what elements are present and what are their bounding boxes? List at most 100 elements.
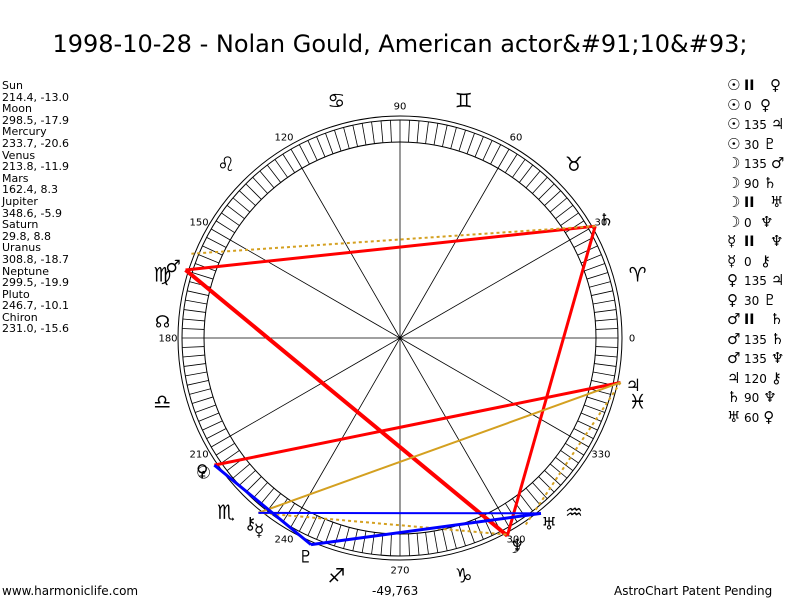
aspect-planet-b: ♆ — [760, 212, 774, 231]
footer-website: www.harmoniclife.com — [2, 584, 139, 598]
planet-positions-list: Sun 214.4, -13.0 Moon 298.5, -17.9 Mercury 23… — [2, 80, 69, 335]
footer-patent: AstroChart Patent Pending — [614, 584, 773, 598]
aspect-planet-b: ♅ — [770, 193, 784, 211]
aspect-planet-a: ♃ — [727, 368, 741, 387]
degree-tick — [433, 530, 439, 553]
aspect-planet-b: ♇ — [763, 134, 777, 153]
planet-name: Moon — [2, 102, 32, 116]
degree-tick — [565, 442, 585, 456]
house-spoke — [301, 337, 401, 508]
aspect-planet-a: ☿ — [727, 251, 737, 270]
degree-tick — [245, 183, 262, 200]
degree-tick — [361, 123, 367, 146]
degree-tick — [594, 309, 617, 313]
degree-tick — [580, 412, 602, 422]
planet-name: Pluto — [2, 287, 30, 301]
planet-coords: 213.8, -11.9 — [2, 160, 69, 174]
planet-glyph-icon: ☉ — [196, 463, 211, 483]
aspect-planet-b: ♂ — [770, 154, 785, 172]
zodiac-sign-icon: ♊ — [455, 88, 473, 112]
aspect-planet-a: ♄ — [727, 388, 741, 406]
degree-tick — [586, 396, 609, 404]
aspect-planet-a: ☉ — [727, 115, 741, 133]
aspect-row: ♂ 135 ♄ — [727, 330, 784, 350]
aspect-planet-a: ♂ — [727, 329, 741, 348]
planet-coords: 214.4, -13.0 — [2, 90, 69, 104]
degree-tick — [474, 136, 484, 158]
aspect-planet-a: ☽ — [727, 193, 741, 211]
aspect-row: ☿ 0 ⚷ — [727, 252, 784, 272]
degree-tick — [211, 228, 231, 241]
degree-tick — [549, 463, 568, 479]
aspect-planet-a: ☽ — [727, 173, 741, 192]
degree-tick — [594, 363, 617, 367]
aspect-row: ♄ 90 ♆ — [727, 388, 784, 408]
degree-tick — [466, 522, 475, 543]
aspect-type: II — [744, 78, 755, 94]
zodiac-signs: ♈ ♉ ♊ ♋ ♌ ♍ ♎ ♏ ♐ ♑ ♒ ♓ — [153, 88, 646, 587]
aspect-type: II — [744, 234, 755, 250]
aspect-planet-a: ♂ — [727, 310, 741, 328]
degree-tick — [202, 420, 223, 431]
degree-tick — [573, 428, 594, 440]
degree-tick — [538, 183, 555, 200]
degree-label: 300 — [506, 534, 525, 545]
aspect-planet-b: ♄ — [770, 310, 784, 328]
degree-tick — [206, 236, 227, 248]
degree-label: 0 — [629, 334, 635, 345]
degree-label: 30 — [595, 218, 608, 229]
degree-tick — [266, 164, 282, 183]
degree-tick — [380, 533, 384, 556]
degree-label: 180 — [158, 334, 177, 345]
degree-label: 240 — [274, 534, 293, 545]
aspect-planet-b: ♀ — [760, 95, 771, 114]
planet-name: Mars — [2, 171, 29, 185]
aspect-row: ☽ 135 ♂ — [727, 154, 784, 174]
zodiac-sign-icon: ♎ — [153, 390, 171, 414]
degree-tick — [584, 263, 605, 272]
degree-tick — [544, 190, 561, 206]
aspect-type: 90 — [744, 176, 760, 191]
degree-tick — [325, 133, 334, 154]
aspect-planet-a: ♂ — [727, 349, 741, 367]
planet-name: Jupiter — [2, 194, 38, 208]
degree-tick — [569, 228, 589, 241]
house-spokes — [204, 142, 596, 534]
degree-tick — [183, 363, 206, 367]
degree-tick — [274, 159, 288, 178]
degree-tick — [544, 470, 561, 486]
aspect-row: ♀ 30 ♇ — [727, 291, 784, 311]
degree-tick — [589, 281, 611, 288]
degree-tick — [352, 125, 358, 147]
planet-coords: 298.5, -17.9 — [2, 113, 69, 127]
planet-coords: 246.7, -10.1 — [2, 299, 69, 313]
zodiac-sign-icon: ♓ — [629, 390, 647, 414]
degree-tick — [450, 127, 457, 149]
zodiac-sign-icon: ♑ — [455, 564, 473, 588]
degree-tick — [390, 533, 392, 556]
aspect-row: ☽ II ♅ — [727, 193, 784, 213]
aspect-planet-a: ☽ — [727, 212, 741, 231]
degree-tick — [518, 493, 534, 512]
degree-tick — [211, 435, 231, 448]
degree-tick — [512, 159, 526, 178]
degree-tick — [245, 476, 262, 493]
aspect-row: ☽ 90 ♄ — [727, 174, 784, 194]
zodiac-sign-icon: ♏ — [217, 500, 235, 524]
aspect-planet-a: ♀ — [727, 271, 738, 289]
degree-tick — [182, 318, 205, 322]
degree-tick — [586, 272, 609, 280]
aspect-planet-b: ♃ — [770, 271, 785, 289]
planet-glyphs: ♄ ♂ ♃ ☉♀ ⚷ ♇ ☿ ♅ ☽♆ ☊ — [155, 211, 641, 568]
degree-tick — [584, 404, 605, 413]
aspect-planet-b: ♇ — [763, 290, 777, 309]
degree-tick — [450, 527, 457, 549]
planet-coords: 299.5, -19.9 — [2, 276, 69, 290]
planet-name: Neptune — [2, 264, 50, 278]
planet-name: Mercury — [2, 125, 47, 139]
degree-tick — [198, 254, 220, 264]
aspect-type: 120 — [744, 371, 767, 386]
degree-tick — [221, 212, 240, 226]
aspect-line-sun-pluto — [213, 463, 312, 546]
degree-tick — [525, 170, 541, 189]
